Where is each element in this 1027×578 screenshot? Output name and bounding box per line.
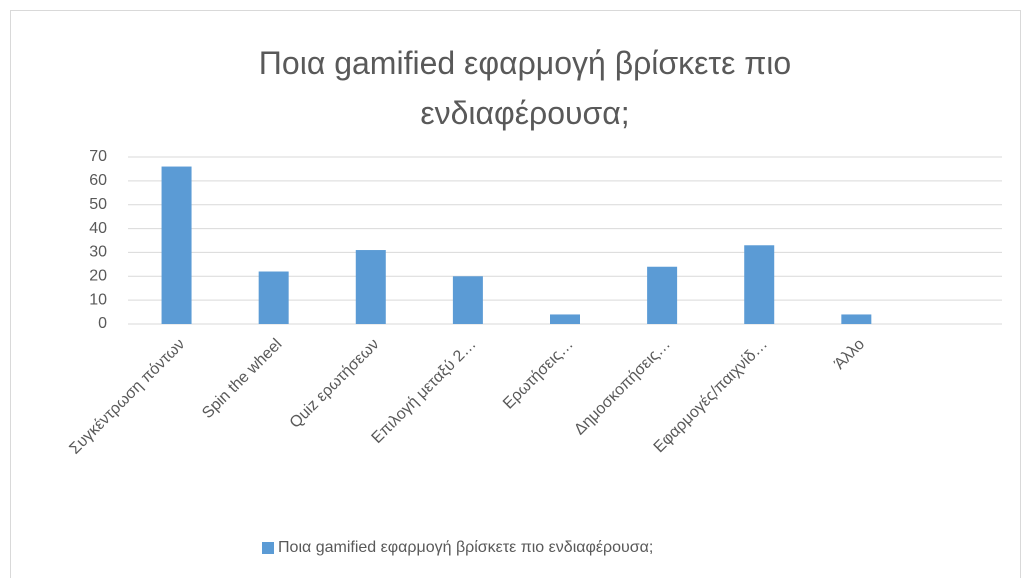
bar bbox=[647, 266, 678, 324]
x-tick-label: Επιλογή μεταξύ 2… bbox=[369, 336, 480, 447]
bar bbox=[841, 314, 872, 324]
bar bbox=[258, 271, 289, 324]
legend-swatch bbox=[262, 542, 274, 554]
y-tick-label: 70 bbox=[89, 148, 107, 165]
chart-border bbox=[10, 10, 1021, 578]
bar bbox=[744, 245, 775, 324]
x-tick-label: Ερωτήσεις… bbox=[500, 336, 577, 413]
y-tick-label: 40 bbox=[89, 220, 107, 237]
y-tick-label: 20 bbox=[89, 268, 107, 285]
bar bbox=[161, 166, 192, 324]
x-tick-label: Δημοσκοπήσεις… bbox=[571, 336, 674, 439]
x-tick-label: Quiz ερωτήσεων bbox=[287, 336, 383, 432]
legend-label: Ποια gamified εφαρμογή βρίσκετε πιο ενδι… bbox=[278, 539, 653, 556]
x-tick-label: Spin the wheel bbox=[199, 336, 285, 422]
y-tick-label: 30 bbox=[89, 244, 107, 261]
x-tick-label: Συγκέντρωση πόντων bbox=[66, 336, 188, 458]
y-tick-label: 10 bbox=[89, 291, 107, 308]
bar bbox=[452, 276, 483, 324]
bar bbox=[355, 250, 386, 324]
x-tick-label: Εφαρμογές/παιχνίδ… bbox=[651, 336, 771, 456]
y-tick-label: 0 bbox=[98, 315, 107, 332]
y-tick-label: 50 bbox=[89, 196, 107, 213]
bar bbox=[550, 314, 580, 324]
y-tick-label: 60 bbox=[89, 172, 107, 189]
chart-title: Ποια gamified εφαρμογή βρίσκετε πιο ενδι… bbox=[258, 45, 792, 131]
x-tick-label: Άλλο bbox=[831, 336, 868, 373]
